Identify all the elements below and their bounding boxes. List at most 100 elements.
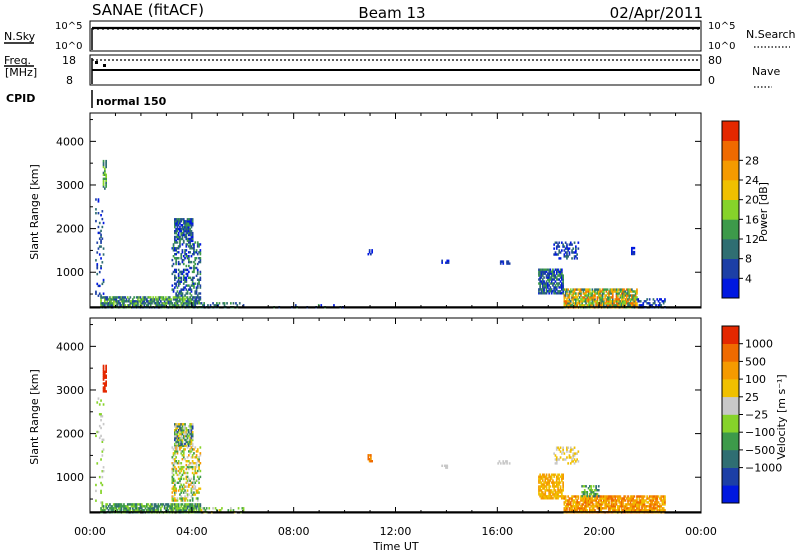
power-echo-cell: [163, 302, 166, 305]
power-echo-cell: [138, 296, 141, 299]
velocity-echo-cell: [182, 448, 185, 451]
velocity-echo-cell: [204, 509, 207, 512]
power-echo-cell: [133, 304, 135, 307]
velocity-echo-cell: [181, 499, 184, 502]
power-echo-cell: [541, 282, 544, 285]
power-echo-cell: [114, 296, 116, 299]
velocity-echo-cell: [547, 489, 549, 492]
velocity-echo-cell: [102, 376, 105, 379]
freq-tick-low: 8: [66, 74, 73, 87]
velocity-echo-cell: [134, 509, 137, 512]
velocity-echo-cell: [188, 467, 190, 471]
power-echo-cell: [538, 278, 540, 281]
power-echo-cell: [538, 290, 540, 293]
velocity-echo-cell: [179, 448, 181, 451]
velocity-echo-cell: [184, 458, 186, 461]
velocity-echo-cell: [639, 495, 642, 498]
velocity-echo-patch: [171, 446, 202, 502]
velocity-echo-cell: [119, 507, 121, 510]
power-echo-cell: [601, 292, 604, 295]
power-echo-cell: [188, 251, 190, 254]
velocity-echo-cell: [368, 460, 371, 463]
velocity-echo-cell: [160, 503, 162, 506]
velocity-echo-cell: [188, 479, 190, 482]
power-echo-cell: [180, 298, 183, 301]
velocity-echo-cell: [619, 497, 622, 500]
power-echo-cell: [191, 304, 194, 307]
power-echo-cell: [174, 276, 176, 279]
power-echo-cell: [544, 268, 547, 271]
power-echo-cell: [587, 302, 590, 305]
velocity-echo-cell: [589, 492, 591, 496]
power-echo-cell: [105, 175, 107, 178]
power-echo-cell: [539, 270, 541, 273]
power-echo-cell: [175, 262, 177, 266]
velocity-echo-cell: [172, 454, 175, 457]
power-echo-cell: [615, 300, 618, 303]
velocity-echo-cell: [554, 481, 557, 484]
power-echo-cell: [182, 231, 185, 235]
velocity-echo-cell: [102, 505, 105, 508]
power-echo-cell: [589, 296, 591, 299]
velocity-echo-cell: [171, 469, 174, 473]
power-echo-cell: [114, 300, 116, 303]
velocity-echo-cell: [180, 432, 183, 436]
velocity-echo-cell: [608, 495, 610, 498]
velocity-echo-cell: [505, 460, 507, 463]
power-echo-cell: [123, 298, 125, 301]
velocity-echo-cell: [552, 491, 554, 494]
velocity-echo-cell: [242, 509, 245, 512]
velocity-echo-cell: [196, 489, 199, 492]
velocity-echo-cell: [632, 505, 634, 508]
power-echo-cell: [196, 243, 199, 246]
velocity-echo-cell: [552, 481, 554, 484]
velocity-echo-cell: [196, 469, 199, 473]
velocity-echo-cell: [180, 444, 183, 448]
power-echo-cell: [123, 296, 125, 299]
power-echo-cell: [572, 290, 575, 293]
power-echo-cell: [550, 270, 553, 273]
power-echo-cell: [163, 304, 166, 307]
velocity-echo-cell: [569, 446, 572, 449]
velocity-echo-cell: [146, 509, 148, 512]
power-echo-cell: [578, 302, 581, 305]
power-echo-cell: [190, 298, 193, 301]
power-echo-cell: [191, 231, 194, 235]
velocity-echo-cell: [596, 505, 599, 508]
power-echo-cell: [157, 302, 160, 305]
power-echo-cell: [605, 290, 608, 293]
power-echo-cell: [554, 286, 557, 289]
velocity-echo-cell: [559, 487, 562, 490]
power-echo-cell: [575, 247, 577, 250]
power-echo-cell: [575, 302, 577, 305]
power-echo-cell: [171, 284, 174, 287]
velocity-echo-cell: [591, 489, 594, 492]
power-echo-cell: [199, 272, 202, 276]
velocity-echo-cell: [558, 479, 561, 482]
power-echo-cell: [620, 292, 623, 295]
power-echo-cell: [559, 251, 562, 254]
velocity-echo-cell: [175, 423, 177, 426]
velocity-colorbar-label-3: 25: [745, 391, 759, 404]
power-echo-cell: [568, 292, 571, 295]
power-echo-cell: [664, 300, 666, 303]
power-echo-cell: [539, 286, 541, 289]
power-echo-cell: [184, 226, 186, 229]
freq-label-line1: Freq.: [4, 54, 31, 67]
power-echo-cell: [189, 292, 191, 295]
power-echo-cell: [636, 292, 638, 295]
velocity-echo-cell: [547, 483, 549, 486]
velocity-echo-cell: [596, 492, 599, 496]
power-echo-cell: [655, 304, 657, 307]
power-echo-cell: [185, 304, 188, 307]
power-echo-cell: [561, 274, 563, 277]
velocity-echo-cell: [591, 509, 594, 512]
power-echo-cell: [590, 304, 592, 307]
power-echo-cell: [501, 260, 503, 263]
power-echo-cell: [633, 300, 636, 303]
power-echo-cell: [623, 294, 626, 297]
power-echo-cell: [539, 276, 541, 279]
velocity-echo-cell: [175, 434, 177, 438]
power-echo-cell: [133, 296, 135, 299]
velocity-echo-cell: [149, 503, 152, 506]
